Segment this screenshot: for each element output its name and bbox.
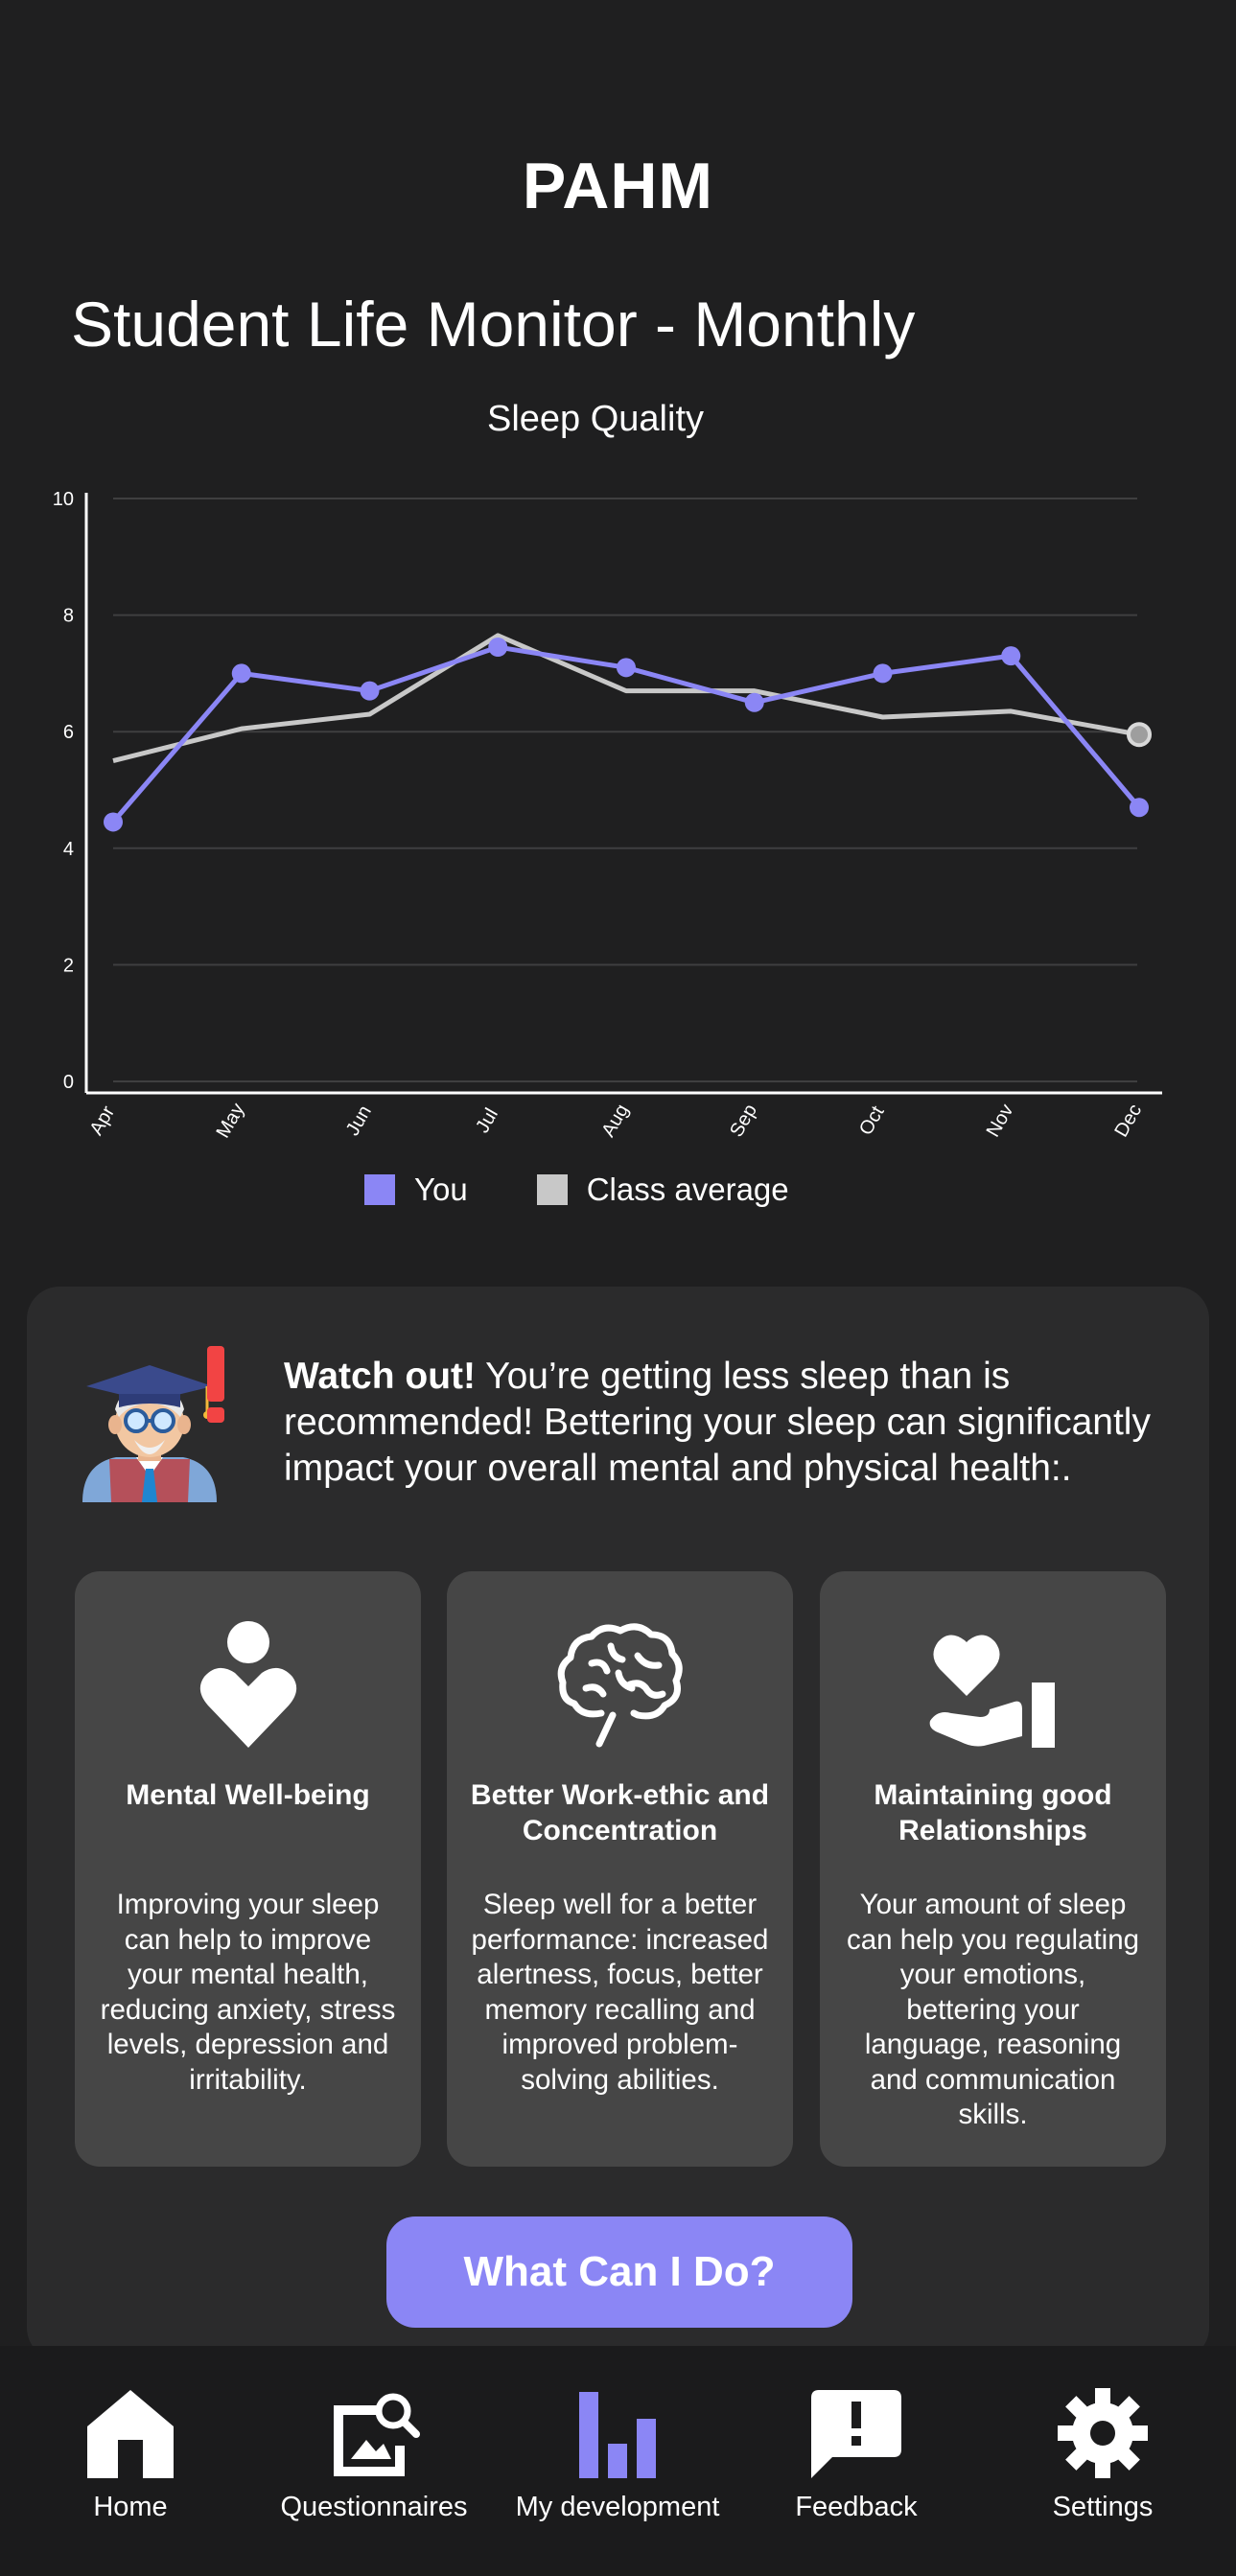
benefit-text: Improving your sleep can help to improve… <box>100 1889 396 2096</box>
data-point-you <box>231 663 251 684</box>
home-icon <box>87 2390 174 2478</box>
bottom-navigation: Home Questionnaires My development <box>0 2346 1236 2576</box>
y-tick-label: 6 <box>63 722 74 743</box>
benefit-card-work-ethic: Better Work-ethic and Concentration Slee… <box>447 1571 793 2167</box>
y-tick-label: 4 <box>63 839 74 860</box>
nav-item-settings[interactable]: Settings <box>988 2382 1218 2523</box>
data-point-you <box>1130 798 1149 818</box>
sleep-quality-chart: 0 2 4 6 8 10 Apr May Jun Jul Aug Sep Oct Nov Dec <box>53 489 1162 1142</box>
data-point-you <box>360 681 380 701</box>
nav-item-my-development[interactable]: My development <box>502 2382 733 2523</box>
page-title: Student Life Monitor - Monthly <box>71 289 916 360</box>
chart-legend: You Class average <box>364 1172 858 1208</box>
benefit-card-relationships: Maintaining good Relationships Your amou… <box>820 1571 1166 2167</box>
legend-item-you: You <box>364 1172 468 1208</box>
y-tick-label: 0 <box>63 1072 74 1093</box>
warning-message: You’re getting less sleep than is recomm… <box>284 1356 1151 1489</box>
benefit-text: Sleep well for a better performance: inc… <box>471 1889 769 2096</box>
hand-heart-icon <box>929 1635 1055 1748</box>
benefit-card-mental-wellbeing: Mental Well-being Improving your sleep c… <box>75 1571 421 2167</box>
gear-icon <box>1058 2388 1148 2478</box>
data-point-you <box>104 812 123 832</box>
nav-item-feedback[interactable]: Feedback <box>741 2382 971 2523</box>
legend-label-class-average: Class average <box>586 1172 789 1207</box>
x-tick-label: Nov <box>983 1101 1018 1141</box>
sleep-warning-text: Watch out! You’re getting less sleep tha… <box>284 1354 1185 1492</box>
brain-icon <box>557 1623 683 1748</box>
heart-person-icon <box>199 1621 296 1748</box>
legend-swatch-class-average <box>536 1174 568 1205</box>
nav-label: My development <box>515 2492 720 2522</box>
data-point-you <box>873 663 893 684</box>
nav-label: Settings <box>1052 2492 1154 2522</box>
y-tick-label: 10 <box>53 489 74 510</box>
legend-swatch-you <box>364 1174 395 1205</box>
x-tick-label: Jun <box>342 1102 376 1140</box>
warning-bold: Watch out! <box>284 1356 477 1397</box>
data-point-class-average <box>1127 722 1152 748</box>
nav-label: Home <box>93 2492 168 2522</box>
x-tick-label: Sep <box>726 1101 761 1141</box>
x-tick-label: May <box>213 1100 249 1142</box>
what-can-i-do-button[interactable]: What Can I Do? <box>386 2216 852 2328</box>
data-point-you <box>1001 646 1021 666</box>
app-title: PAHM <box>522 150 714 222</box>
data-point-you <box>617 658 636 678</box>
bar-chart-icon <box>579 2392 656 2478</box>
image-search-icon <box>334 2393 420 2476</box>
benefit-title: Mental Well-being <box>126 1779 370 1811</box>
y-tick-label: 2 <box>63 955 74 976</box>
y-tick-label: 8 <box>63 606 74 627</box>
professor-warning-icon <box>82 1346 224 1502</box>
legend-label-you: You <box>414 1172 468 1207</box>
x-tick-label: Apr <box>85 1102 119 1139</box>
sleep-advice-card: Watch out! You’re getting less sleep tha… <box>27 1287 1209 2360</box>
x-tick-label: Oct <box>855 1102 889 1139</box>
series-line-class-average <box>112 633 1140 764</box>
data-point-you <box>744 692 764 712</box>
benefit-title: Better Work-ethic and Concentration <box>470 1779 770 1846</box>
legend-item-class-average: Class average <box>536 1172 789 1208</box>
nav-item-questionnaires[interactable]: Questionnaires <box>259 2382 489 2523</box>
chart-title: Sleep Quality <box>486 399 704 439</box>
nav-label: Feedback <box>795 2492 918 2522</box>
benefit-title: Maintaining good Relationships <box>874 1779 1112 1846</box>
nav-item-home[interactable]: Home <box>15 2382 245 2523</box>
x-tick-label: Dec <box>1110 1101 1146 1141</box>
nav-label: Questionnaires <box>280 2492 468 2522</box>
benefit-text: Your amount of sleep can help you regula… <box>846 1889 1140 2130</box>
x-tick-label: Jul <box>472 1104 502 1136</box>
feedback-icon <box>811 2390 901 2478</box>
x-tick-label: Aug <box>597 1101 633 1141</box>
data-point-you <box>488 638 508 658</box>
